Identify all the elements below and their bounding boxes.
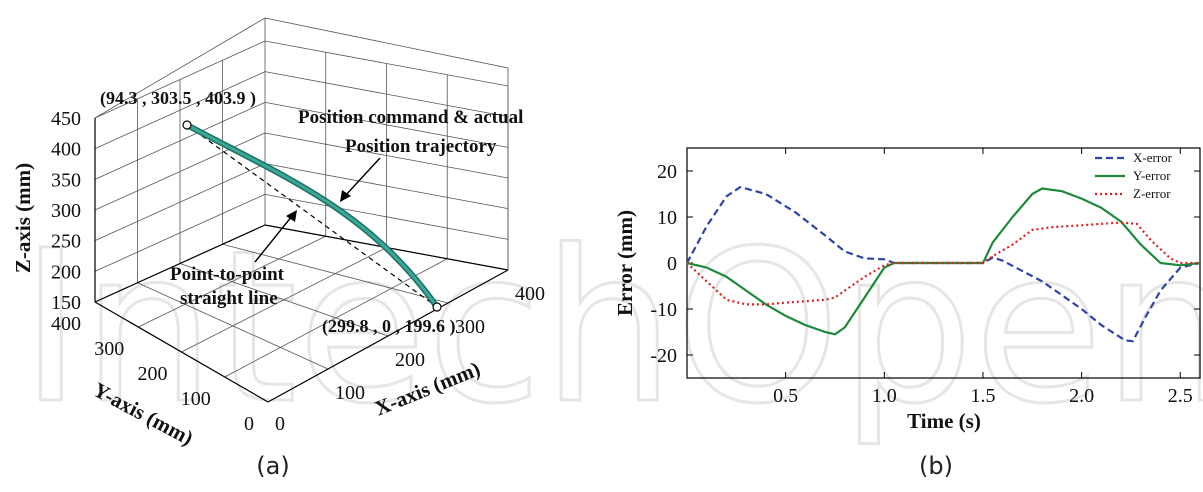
y-tick-labels-b: 20 10 0 -10 -20: [650, 161, 1200, 367]
end-point-marker: [432, 302, 442, 312]
y-tick-label-b: 20: [657, 161, 677, 183]
legend-label: Z-error: [1133, 186, 1171, 201]
x-tick-labels: 0 100 200 300 400: [275, 283, 545, 435]
z-tick-label: 350: [51, 169, 81, 191]
y-tick-label: 300: [94, 338, 124, 360]
legend: X-error Y-error Z-error: [1095, 150, 1173, 201]
x-axis-label-b: Time (s): [907, 409, 981, 433]
x-axis-line: [267, 269, 509, 403]
y-tick-label: 0: [244, 413, 254, 435]
legend-label: X-error: [1133, 150, 1173, 165]
caption-a: (a): [256, 452, 289, 480]
z-tick-label: 300: [51, 200, 81, 222]
trajectory-annotation-line1: Position command & actual: [298, 107, 523, 128]
y-axis-label-b: Error (mm): [613, 210, 637, 316]
point-to-point-straight-line: [186, 124, 438, 308]
x-tick-label: 100: [335, 382, 365, 404]
trajectory-curve: [186, 123, 439, 308]
y-tick-labels: 0 100 200 300 400: [51, 313, 254, 435]
end-point-label: (299.8 , 0 , 199.6 ): [322, 316, 456, 337]
x-tick-labels-b: 0.5 1.0 1.5 2.0 2.5: [773, 148, 1193, 407]
chart-error-time: 20 10 0 -10 -20 0.5 1.0 1.5 2.0 2.5 X-error Y-err…: [613, 147, 1201, 480]
y-tick-label-b: -20: [650, 345, 677, 367]
straight-line-arrowhead: [286, 210, 297, 222]
x-tick-label: 400: [515, 283, 545, 305]
x-tick-label-b: 2.5: [1168, 385, 1193, 407]
start-point-marker: [182, 120, 192, 130]
back-wall-top-edge: [94, 17, 266, 119]
x-tick-label: 0: [275, 413, 285, 435]
y-tick-label: 400: [51, 313, 81, 335]
z-tick-label: 250: [51, 231, 81, 253]
y-back-line: [94, 224, 266, 303]
x-tick-label: 200: [395, 349, 425, 371]
trajectory-arrowhead: [340, 190, 351, 202]
z-tick-label: 400: [51, 139, 81, 161]
z-tick-label: 150: [51, 292, 81, 314]
trajectory-annotation-line2: Position trajectory: [345, 136, 497, 157]
y-tick-label-b: 0: [667, 253, 677, 275]
z-tick-label: 450: [51, 108, 81, 130]
grid-line-floor: [222, 243, 449, 304]
grid-line-floor: [224, 258, 448, 378]
3d-wireframe: [94, 17, 509, 403]
straight-line-annotation-line2: straight line: [180, 288, 278, 309]
trajectory-arrow: [344, 157, 381, 197]
straight-line-arrow: [254, 215, 293, 263]
x-tick-label-b: 0.5: [773, 385, 798, 407]
y-axis-line: [94, 301, 269, 403]
caption-b: (b): [919, 452, 953, 480]
z-axis-label: Z-axis (mm): [11, 163, 35, 273]
y-tick-label: 100: [181, 388, 211, 410]
series-line-z-error: [686, 221, 1200, 306]
y-tick-label-b: -10: [650, 299, 677, 321]
x-tick-label: 300: [455, 316, 485, 338]
series-lines: [686, 186, 1201, 343]
x-tick-label-b: 1.5: [970, 385, 995, 407]
start-point-label: (94.3 , 303.5 , 403.9 ): [100, 88, 256, 109]
z-tick-labels: 150 200 250 300 350 400 450: [51, 108, 81, 314]
grid-line-floor: [179, 263, 389, 337]
straight-line-annotation-line1: Point-to-point: [170, 264, 285, 285]
watermark-logo: IntechOpen: [20, 205, 1203, 450]
y-tick-label: 200: [138, 363, 168, 385]
y-tick-label-b: 10: [657, 207, 677, 229]
legend-label: Y-error: [1133, 168, 1171, 183]
x-tick-label-b: 1.0: [872, 385, 897, 407]
z-tick-label: 200: [51, 261, 81, 283]
x-tick-label-b: 2.0: [1069, 385, 1094, 407]
